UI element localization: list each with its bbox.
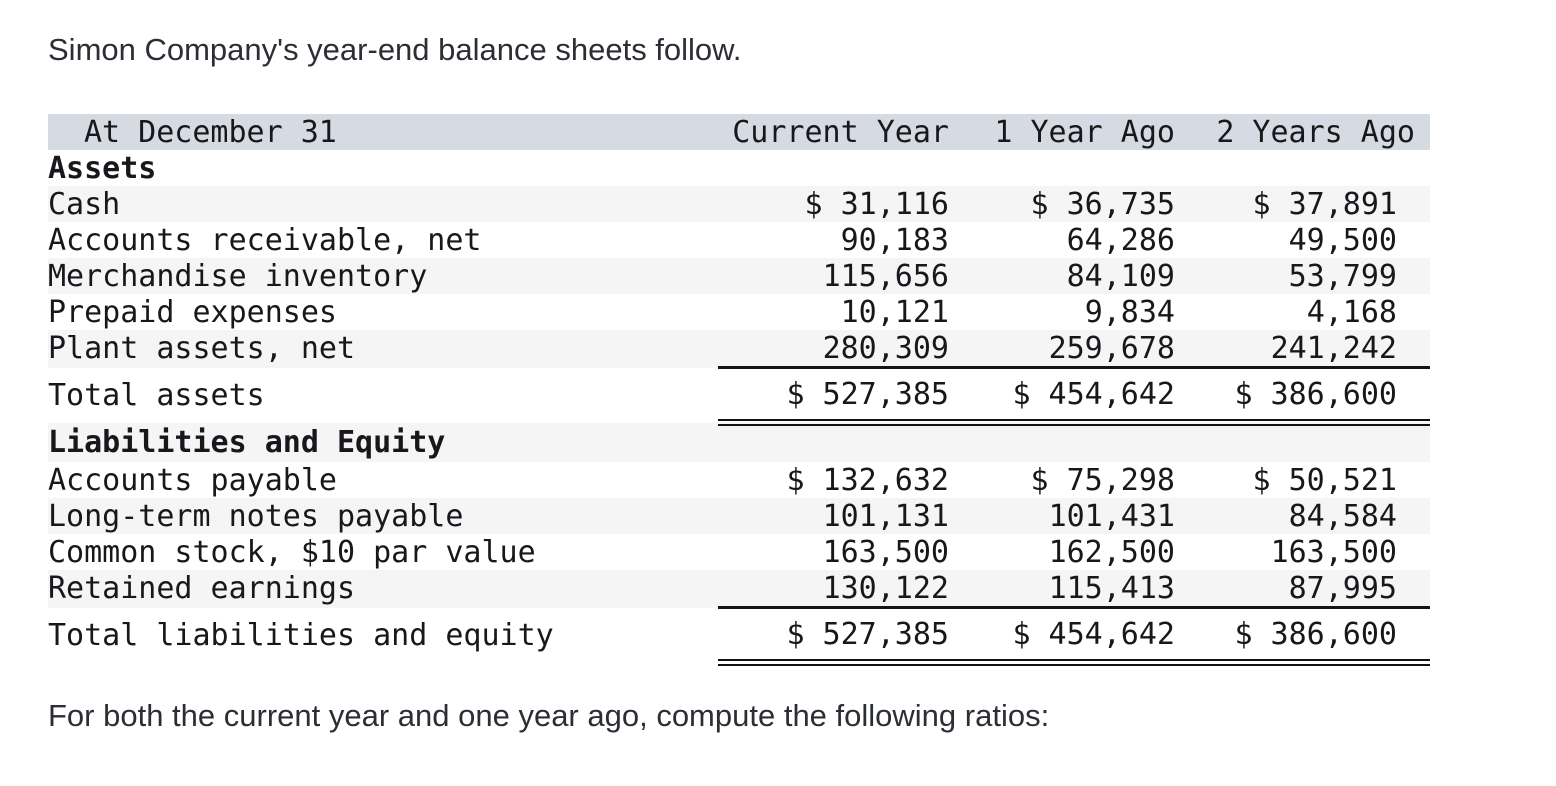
- row-label: Total liabilities and equity: [48, 617, 554, 653]
- row-value: $ 75,298: [1030, 462, 1176, 498]
- table-row: Assets: [48, 150, 1430, 186]
- table-row: Cash $ 31,116 $ 36,735 $ 37,891: [48, 186, 1430, 222]
- column-header-1-year-ago: 1 Year Ago: [994, 114, 1175, 150]
- row-value: 64,286: [1066, 222, 1175, 258]
- balance-sheet-body: Assets Cash $ 31,116 $ 36,735 $ 37,891 Accoun…: [48, 150, 1430, 666]
- row-value: [955, 423, 1180, 463]
- row-value: 84,109: [1066, 258, 1175, 294]
- row-label: Common stock, $10 par value: [48, 534, 536, 570]
- row-value: 241,242: [1180, 330, 1430, 369]
- row-value: $ 36,735: [1030, 186, 1176, 222]
- row-value: 162,500: [1048, 534, 1175, 570]
- table-row: Plant assets, net 280,309 259,678 241,242: [48, 330, 1430, 369]
- row-value: [1180, 423, 1430, 463]
- row-value: 163,500: [822, 534, 949, 570]
- footer-text: For both the current year and one year a…: [48, 698, 1050, 733]
- row-value: [1180, 150, 1430, 186]
- table-row: Liabilities and Equity: [48, 422, 1430, 463]
- row-value: $ 454,642: [955, 607, 1180, 666]
- row-value: 4,168: [1306, 294, 1397, 330]
- row-value: 259,678: [955, 330, 1180, 369]
- row-value: $ 386,600: [1180, 607, 1430, 666]
- row-value: $ 37,891: [1252, 186, 1398, 222]
- table-row: Accounts receivable, net 90,183 64,286 49,5…: [48, 222, 1430, 258]
- table-row: Merchandise inventory 115,656 84,109 53,799: [48, 258, 1430, 294]
- row-label: Accounts payable: [48, 462, 337, 498]
- table-row: Long-term notes payable 101,131 101,431 84,…: [48, 498, 1430, 534]
- row-value: $ 527,385: [718, 367, 955, 426]
- row-value: 9,834: [1084, 294, 1175, 330]
- row-label: Retained earnings: [48, 571, 356, 607]
- row-value: 87,995: [1180, 570, 1430, 609]
- column-header-2-years-ago: 2 Years Ago: [1216, 114, 1415, 150]
- intro-text: Simon Company's year-end balance sheets …: [48, 32, 742, 67]
- row-value: [955, 150, 1180, 186]
- row-label: Plant assets, net: [48, 331, 356, 367]
- table-row: Retained earnings 130,122 115,413 87,995: [48, 570, 1430, 609]
- row-value: 84,584: [1288, 498, 1397, 534]
- column-header-at-december-31: At December 31: [84, 114, 337, 150]
- row-value: 53,799: [1288, 258, 1397, 294]
- row-value: 130,122: [718, 570, 955, 609]
- row-label: Liabilities and Equity: [48, 424, 446, 460]
- row-value: [718, 150, 955, 186]
- row-value: 101,431: [1048, 498, 1175, 534]
- balance-sheet-header: At December 31 Current Year 1 Year Ago 2…: [48, 114, 1430, 150]
- row-value: 115,656: [822, 258, 949, 294]
- row-value: $ 50,521: [1252, 462, 1398, 498]
- table-row: Prepaid expenses 10,121 9,834 4,168: [48, 294, 1430, 330]
- row-label: Prepaid expenses: [48, 294, 337, 330]
- column-header-current-year: Current Year: [732, 114, 949, 150]
- row-value: 90,183: [840, 222, 949, 258]
- row-value: $ 31,116: [804, 186, 950, 222]
- row-value: 10,121: [840, 294, 949, 330]
- row-value: 280,309: [718, 330, 955, 369]
- row-value: 115,413: [955, 570, 1180, 609]
- row-value: $ 454,642: [955, 367, 1180, 426]
- row-label: Long-term notes payable: [48, 498, 464, 534]
- row-value: $ 527,385: [718, 607, 955, 666]
- table-row: Common stock, $10 par value 163,500 162,50…: [48, 534, 1430, 570]
- table-row: Total liabilities and equity $ 527,385 $ 4…: [48, 607, 1430, 666]
- row-label: Accounts receivable, net: [48, 222, 482, 258]
- row-value: $ 386,600: [1180, 367, 1430, 426]
- row-value: 49,500: [1288, 222, 1397, 258]
- row-label: Assets: [48, 150, 157, 186]
- table-row: Total assets $ 527,385 $ 454,642 $ 386,600: [48, 367, 1430, 426]
- row-label: Total assets: [48, 377, 265, 413]
- row-value: $ 132,632: [786, 462, 949, 498]
- row-label: Merchandise inventory: [48, 258, 428, 294]
- balance-sheet-table: At December 31 Current Year 1 Year Ago 2…: [48, 114, 1430, 666]
- row-value: 163,500: [1270, 534, 1397, 570]
- table-row: Accounts payable $ 132,632 $ 75,298 $ 50,52…: [48, 462, 1430, 498]
- row-label: Cash: [48, 186, 121, 222]
- row-value: 101,131: [822, 498, 949, 534]
- row-value: [718, 423, 955, 463]
- header-row: At December 31 Current Year 1 Year Ago 2…: [48, 114, 1430, 150]
